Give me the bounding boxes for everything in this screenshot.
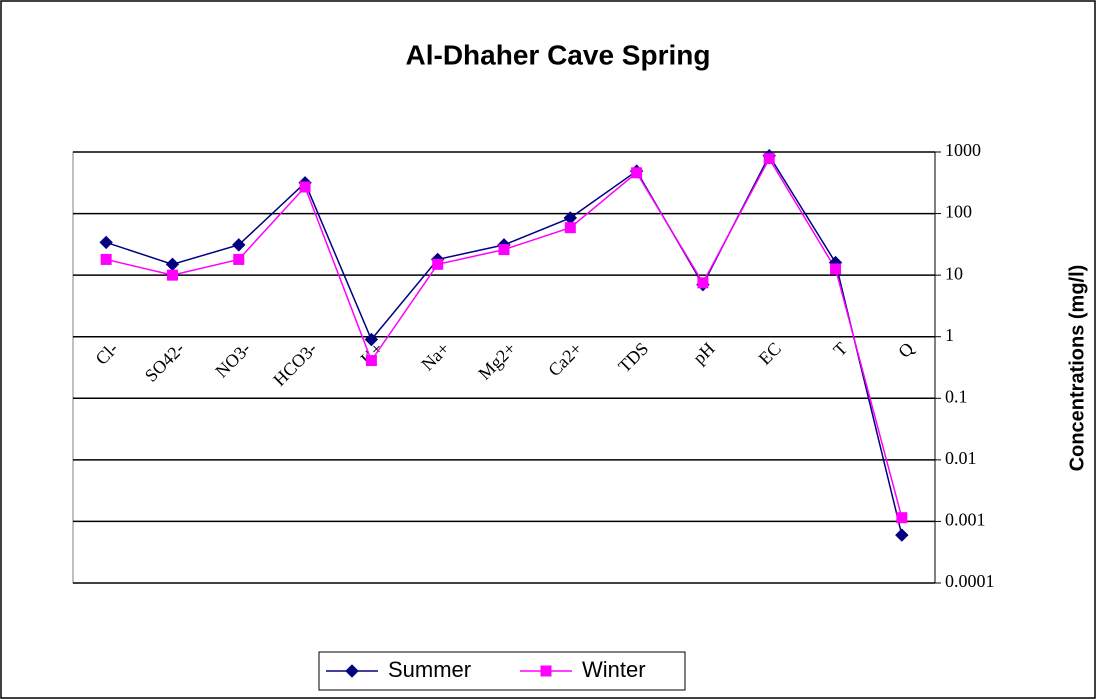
marker <box>364 332 379 347</box>
legend-label: Summer <box>388 657 471 682</box>
y-tick-label: 100 <box>945 202 972 222</box>
marker <box>432 258 444 270</box>
y-tick-label: 0.01 <box>945 448 977 468</box>
marker <box>564 222 576 234</box>
marker <box>233 253 245 265</box>
marker <box>763 153 775 165</box>
marker <box>697 277 709 289</box>
y-tick-label: 1000 <box>945 140 981 160</box>
marker <box>99 235 113 250</box>
marker <box>100 253 112 265</box>
marker <box>299 181 311 193</box>
marker <box>365 355 377 367</box>
legend <box>318 651 686 691</box>
y-tick-label: 1 <box>945 325 954 345</box>
y-tick-label: 10 <box>945 263 963 283</box>
legend-label: Winter <box>582 657 646 682</box>
legend-marker <box>540 665 552 677</box>
marker <box>498 244 510 256</box>
plot-area <box>72 151 936 584</box>
marker <box>830 263 842 275</box>
y-tick-label: 0.1 <box>945 386 968 406</box>
marker <box>232 238 246 252</box>
marker <box>631 167 643 179</box>
marker <box>895 528 909 542</box>
y-tick-label: 0.0001 <box>945 571 995 591</box>
y-tick-label: 0.001 <box>945 510 986 530</box>
legend-marker <box>345 664 359 678</box>
y-axis-label: Concentrations (mg/l) <box>1066 265 1088 472</box>
marker <box>166 269 178 281</box>
marker <box>896 512 908 524</box>
chart-title: Al-Dhaher Cave Spring <box>406 39 711 70</box>
